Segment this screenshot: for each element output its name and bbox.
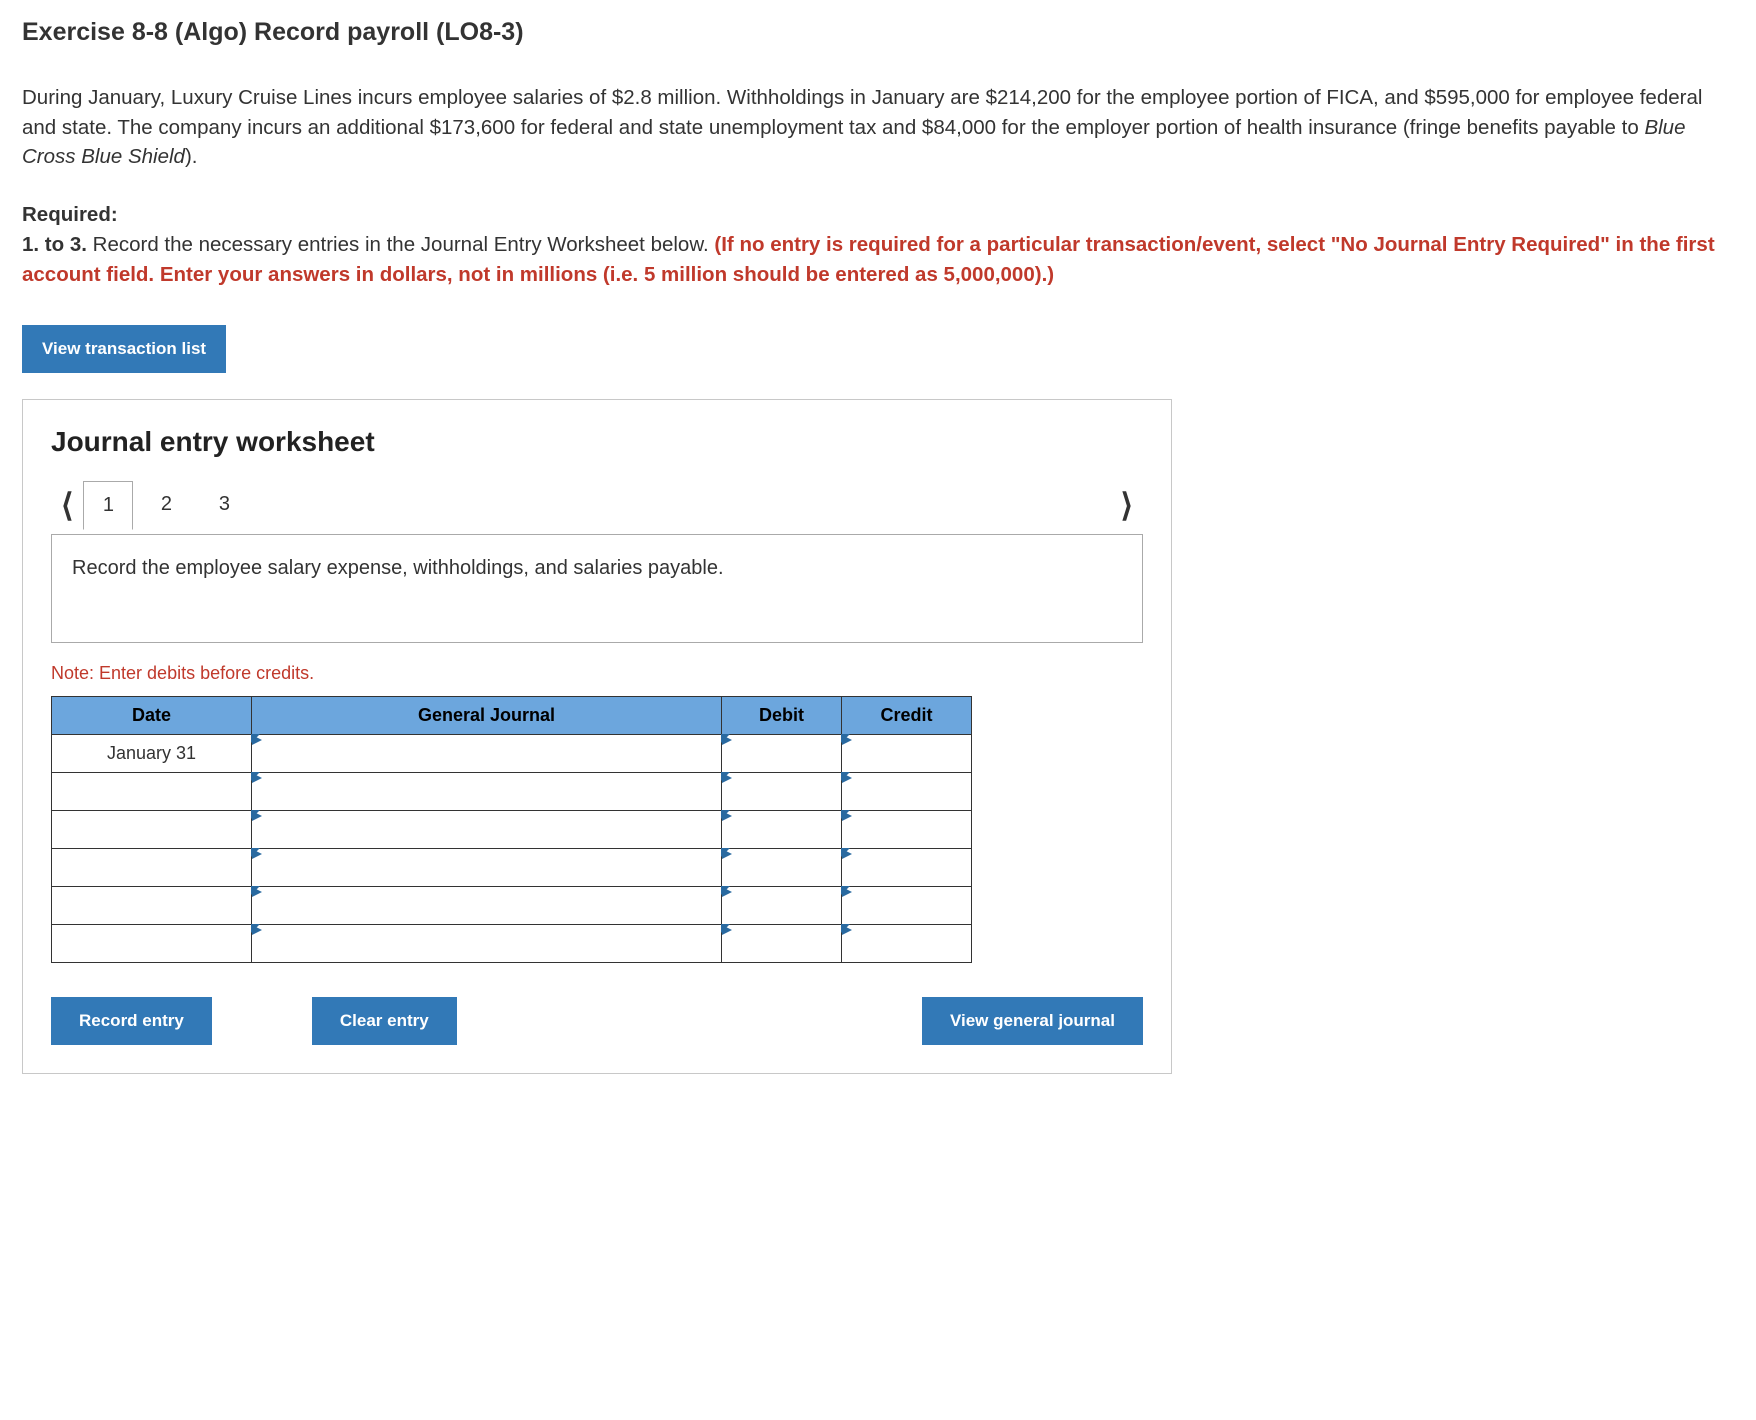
view-general-journal-button[interactable]: View general journal (922, 997, 1143, 1045)
required-block: Required: 1. to 3. Record the necessary … (22, 200, 1734, 289)
worksheet-tab-2[interactable]: 2 (141, 480, 191, 529)
worksheet-tab-1[interactable]: 1 (83, 481, 133, 530)
table-row (52, 849, 972, 887)
cell-date[interactable] (52, 773, 252, 811)
page-title: Exercise 8-8 (Algo) Record payroll (LO8-… (22, 18, 1734, 47)
worksheet-tab-3[interactable]: 3 (199, 480, 249, 529)
cell-credit[interactable] (842, 849, 972, 887)
cell-date[interactable] (52, 887, 252, 925)
chevron-left-icon[interactable]: ⟨ (51, 489, 83, 521)
journal-entry-table: Date General Journal Debit Credit Januar… (51, 696, 972, 963)
required-plain: Record the necessary entries in the Jour… (87, 233, 714, 256)
chevron-right-icon[interactable]: ⟩ (1111, 489, 1143, 521)
cell-general-journal[interactable] (252, 849, 722, 887)
cell-credit[interactable] (842, 887, 972, 925)
view-transaction-list-button[interactable]: View transaction list (22, 325, 226, 373)
cell-debit[interactable] (722, 773, 842, 811)
table-row (52, 811, 972, 849)
table-row (52, 925, 972, 963)
required-label: Required: (22, 200, 1734, 230)
journal-entry-worksheet-panel: Journal entry worksheet ⟨ 1 2 3 ⟩ Record… (22, 399, 1172, 1074)
worksheet-action-row: Record entry Clear entry View general jo… (51, 997, 1143, 1045)
col-header-credit: Credit (842, 697, 972, 735)
cell-general-journal[interactable] (252, 925, 722, 963)
cell-debit[interactable] (722, 849, 842, 887)
worksheet-tab-row: ⟨ 1 2 3 ⟩ (51, 480, 1143, 529)
problem-statement: During January, Luxury Cruise Lines incu… (22, 83, 1734, 172)
cell-credit[interactable] (842, 773, 972, 811)
table-row (52, 773, 972, 811)
cell-credit[interactable] (842, 811, 972, 849)
cell-date[interactable] (52, 849, 252, 887)
cell-debit[interactable] (722, 735, 842, 773)
cell-date[interactable]: January 31 (52, 735, 252, 773)
col-header-date: Date (52, 697, 252, 735)
clear-entry-button[interactable]: Clear entry (312, 997, 457, 1045)
col-header-debit: Debit (722, 697, 842, 735)
cell-general-journal[interactable] (252, 773, 722, 811)
cell-debit[interactable] (722, 925, 842, 963)
worksheet-instruction: Record the employee salary expense, with… (51, 534, 1143, 643)
table-row: January 31 (52, 735, 972, 773)
record-entry-button[interactable]: Record entry (51, 997, 212, 1045)
cell-credit[interactable] (842, 925, 972, 963)
cell-date[interactable] (52, 811, 252, 849)
cell-debit[interactable] (722, 811, 842, 849)
cell-credit[interactable] (842, 735, 972, 773)
debits-before-credits-note: Note: Enter debits before credits. (51, 663, 1143, 684)
required-prefix: 1. to 3. (22, 233, 87, 256)
col-header-general-journal: General Journal (252, 697, 722, 735)
cell-date[interactable] (52, 925, 252, 963)
cell-general-journal[interactable] (252, 811, 722, 849)
table-row (52, 887, 972, 925)
cell-general-journal[interactable] (252, 735, 722, 773)
cell-debit[interactable] (722, 887, 842, 925)
cell-general-journal[interactable] (252, 887, 722, 925)
worksheet-title: Journal entry worksheet (51, 426, 1143, 458)
